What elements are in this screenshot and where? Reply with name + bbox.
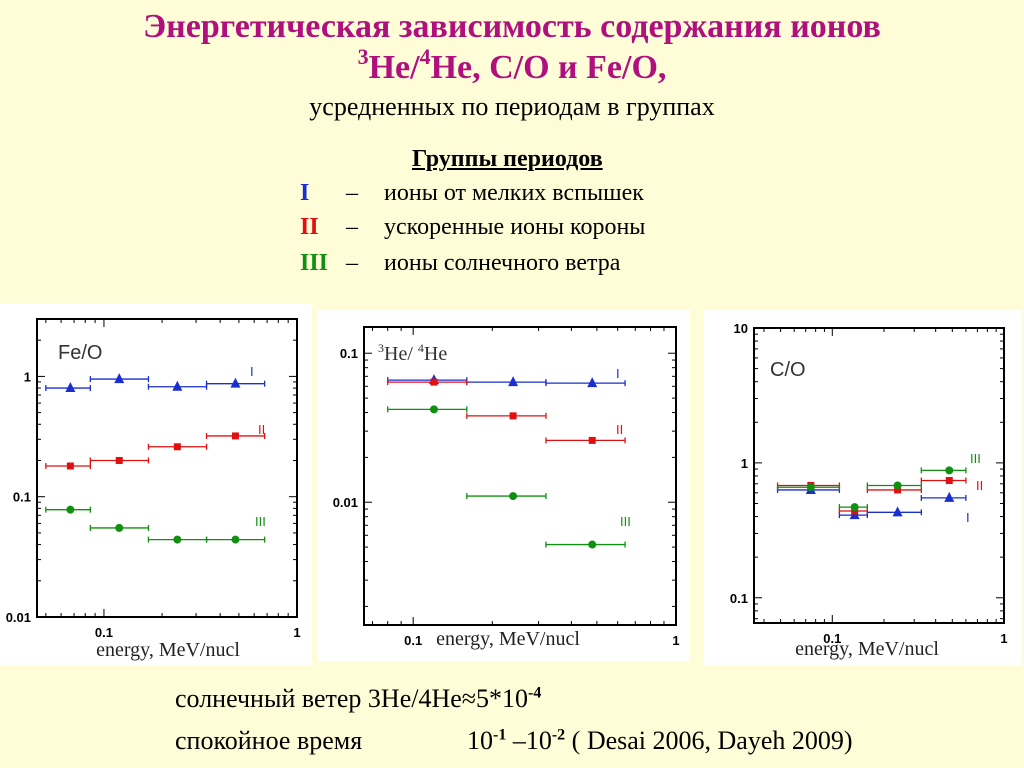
data-point-circle — [509, 492, 518, 501]
series-label: I — [250, 364, 254, 379]
series-label: III — [620, 514, 631, 529]
solar-wind-exp: -4 — [528, 684, 542, 702]
slide-title-line1: Энергетическая зависимость содержания ио… — [143, 8, 881, 45]
y-tick-label: 0.01 — [333, 495, 358, 510]
slide-subtitle: усредненных по периодам в группах — [309, 92, 715, 121]
data-point-circle — [806, 483, 815, 492]
data-point-triangle — [65, 382, 76, 393]
group-item-2: II – ускоренные ионы короны — [300, 214, 645, 241]
groups-heading: Группы периодов — [412, 146, 603, 172]
plot-frame — [363, 326, 677, 626]
group-text-2: ускоренные ионы короны — [384, 214, 646, 240]
series-label: II — [258, 422, 265, 437]
data-point-circle — [945, 466, 954, 475]
he-text: He/ — [368, 49, 420, 86]
he4-superscript: 4 — [419, 44, 431, 69]
series-label: II — [976, 478, 983, 493]
y-tick-label: 0.01 — [6, 610, 31, 625]
reference-text: ( Desai 2006, Dayeh 2009) — [565, 726, 853, 755]
data-point-square — [894, 486, 902, 494]
quiet-time-label: спокойное время — [175, 726, 363, 755]
series-label: III — [255, 514, 266, 529]
data-point-triangle — [230, 377, 241, 388]
data-point-triangle — [892, 506, 903, 517]
group-dash-3: – — [346, 250, 358, 276]
slide-title-line2: 3He/4He, C/O и Fe/O, — [0, 44, 1024, 87]
footer-line-quiet-time: спокойное время 10-1 –10-2 ( Desai 2006, … — [175, 726, 853, 756]
group-item-3: III – ионы солнечного ветра — [300, 250, 620, 277]
quiet-time-exp2: -2 — [551, 726, 566, 744]
data-point-square — [945, 477, 953, 485]
data-point-square — [509, 412, 517, 420]
title-rest: He, C/O и Fe/O, — [430, 49, 667, 86]
x-axis-label: energy, MeV/nucl — [436, 628, 580, 650]
data-point-triangle — [508, 376, 519, 387]
y-tick-label: 10 — [734, 321, 748, 336]
data-point-triangle — [944, 491, 955, 502]
title-part: He — [424, 343, 447, 365]
x-tick-label: 0.1 — [404, 633, 422, 648]
x-tick-label: 1 — [293, 625, 300, 640]
y-tick-label: 0.1 — [13, 490, 31, 505]
data-point-circle — [173, 535, 182, 544]
footer-line-solar-wind: солнечный ветер 3He/4He≈5*10-4 — [175, 684, 541, 714]
data-point-square — [115, 456, 123, 464]
data-point-circle — [115, 523, 124, 532]
group-roman-2: II — [300, 214, 319, 240]
x-tick-label: 1 — [672, 633, 679, 648]
data-point-circle — [231, 535, 240, 544]
x-axis-label: energy, MeV/nucl — [795, 638, 939, 660]
data-point-circle — [850, 503, 859, 512]
quiet-time-a: 10 — [467, 726, 493, 755]
quiet-time-exp1: -1 — [493, 726, 507, 744]
group-item-1: I – ионы от мелких вспышек — [300, 180, 644, 207]
group-dash-1: – — [346, 180, 358, 206]
y-tick-label: 0.1 — [340, 346, 358, 361]
y-tick-label: 0.1 — [730, 591, 748, 606]
group-text-3: ионы солнечного ветра — [384, 250, 621, 276]
data-point-square — [588, 436, 596, 444]
data-point-circle — [66, 505, 75, 514]
series-label: I — [966, 510, 970, 525]
solar-wind-text: солнечный ветер 3He/4He≈5*10 — [175, 684, 529, 713]
data-point-square — [66, 462, 74, 470]
y-tick-label: 1 — [24, 369, 31, 384]
group-dash-2: – — [346, 214, 358, 240]
title-part: He/ — [384, 343, 418, 365]
chart-title: Fe/O — [58, 342, 102, 364]
group-roman-3: III — [300, 250, 329, 276]
quiet-time-dash: –10 — [506, 726, 552, 755]
data-point-triangle — [114, 373, 125, 384]
x-axis-label: energy, MeV/nucl — [96, 639, 240, 661]
he3-superscript: 3 — [357, 44, 369, 69]
title-superscript: 3 — [378, 341, 384, 355]
data-point-triangle — [587, 377, 598, 388]
data-point-square — [231, 432, 239, 440]
chart-title: C/O — [770, 359, 806, 381]
chart-panel-fe-o: 0.01 0.1 1 0.1 1 energy, MeV/nucl Fe/O I II III — [0, 304, 312, 666]
x-tick-label: 1 — [1000, 631, 1007, 646]
data-point-circle — [893, 481, 902, 490]
x-tick-label: 0.1 — [823, 631, 841, 646]
x-tick-label: 0.1 — [95, 625, 113, 640]
y-tick-label: 1 — [741, 456, 748, 471]
data-point-circle — [429, 405, 438, 414]
data-point-circle — [588, 540, 597, 549]
series-label: I — [616, 366, 620, 381]
group-roman-1: I — [300, 180, 310, 206]
series-label: III — [970, 451, 981, 466]
data-point-triangle — [172, 380, 183, 391]
series-label: II — [616, 422, 623, 437]
plot-frame — [36, 318, 298, 618]
chart-panel-he3-he4: 0.01 0.1 0.1 1 energy, MeV/nucl 3He/ 4He I II II… — [318, 310, 690, 662]
group-text-1: ионы от мелких вспышек — [384, 180, 644, 206]
data-point-square — [430, 378, 438, 386]
chart-title: 3He/ 4He — [378, 341, 447, 365]
data-point-square — [173, 443, 181, 451]
title-superscript: 4 — [418, 341, 424, 355]
chart-panel-c-o: 0.1 1 10 0.1 1 energy, MeV/nucl C/O I II III — [704, 310, 1022, 666]
